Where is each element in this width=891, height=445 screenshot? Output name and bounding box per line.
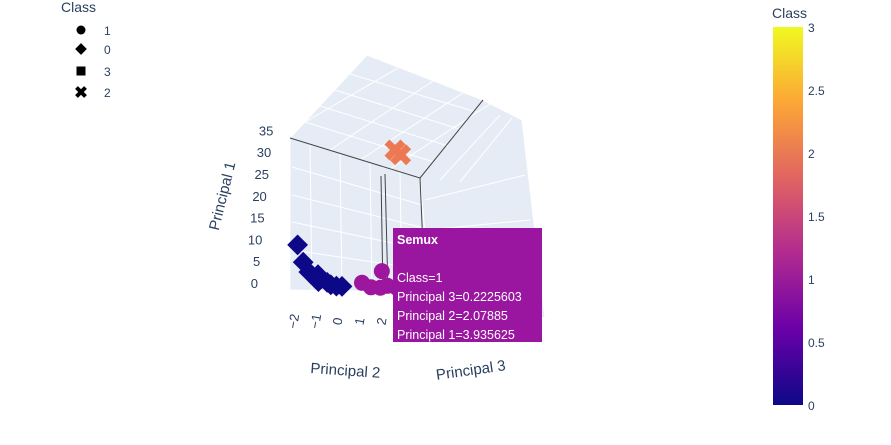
- point-class-0-0[interactable]: [287, 234, 308, 256]
- colorbar-tick: 2: [808, 147, 815, 161]
- tooltip-line: Principal 1=3.935625: [397, 328, 515, 342]
- legend-symbol-circle-icon: [76, 25, 86, 35]
- principal-2-tick: −2: [285, 313, 302, 330]
- legend-item-2[interactable]: 2: [75, 84, 135, 102]
- colorbar-tick: 1.5: [808, 210, 825, 224]
- tooltip-line: Principal 3=0.2225603: [397, 290, 522, 304]
- point-class-2-1[interactable]: [390, 144, 412, 166]
- legend-label: 3: [104, 65, 111, 79]
- colorbar-tick: 2.5: [808, 84, 825, 98]
- legend-label: 1: [104, 24, 111, 38]
- principal-1-tick: 25: [255, 167, 269, 182]
- principal-2-tick: 1: [352, 316, 368, 326]
- tooltip-title: Semux: [397, 233, 438, 247]
- colorbar-tick: 3: [808, 21, 815, 35]
- colorbar-title: Class: [772, 5, 808, 21]
- colorbar-tick: 0.5: [808, 336, 825, 350]
- principal-1-tick: 30: [257, 145, 271, 160]
- principal-1-tick: 15: [250, 211, 264, 226]
- point-class-1-4[interactable]: [372, 279, 389, 296]
- legend-label: 2: [104, 86, 111, 100]
- legend-item-1[interactable]: 1: [75, 22, 135, 40]
- principal-2-tick: 0: [330, 316, 346, 326]
- principal-1-tick-labels: 0 5 10 15 20 25 30 35: [248, 123, 273, 291]
- legend-symbols: [75, 25, 87, 98]
- colorbar-tick: 0: [808, 399, 815, 413]
- principal-2-tick: 2: [374, 316, 390, 326]
- tooltip-line: Principal 2=2.07885: [397, 309, 508, 323]
- tooltip-caret: [386, 283, 393, 295]
- colorbar-tick: 1: [808, 273, 815, 287]
- tooltip-spacer: [397, 250, 542, 269]
- point-class-0-9[interactable]: [331, 276, 353, 297]
- legend-symbol-diamond-icon: [75, 43, 87, 55]
- point-class-0-2[interactable]: [298, 261, 320, 283]
- legend-title: Class: [61, 0, 97, 15]
- point-class-1-2[interactable]: [373, 263, 390, 280]
- legend-symbol-x-icon: [75, 86, 87, 98]
- principal-2-tick-labels: −2 −1 0 1 2: [285, 313, 390, 330]
- principal-1-tick: 5: [253, 254, 260, 269]
- principal-1-tick: 0: [251, 276, 258, 291]
- principal-1-tick: 10: [248, 232, 262, 247]
- principal-1-tick: 20: [252, 189, 266, 204]
- principal-2-tick: −1: [307, 313, 324, 330]
- principal-1-tick: 35: [259, 123, 273, 138]
- tooltip-line: Class=1: [397, 271, 443, 285]
- point-class-0-7[interactable]: [308, 271, 329, 292]
- colorbar[interactable]: [773, 27, 803, 405]
- legend-label: 0: [104, 43, 111, 57]
- legend-item-0[interactable]: 0: [75, 41, 135, 59]
- legend-symbol-square-icon: [76, 66, 86, 76]
- legend-item-3[interactable]: 3: [75, 63, 135, 81]
- hover-tooltip: Semux Class=1 Principal 3=0.2225603 Prin…: [393, 228, 542, 342]
